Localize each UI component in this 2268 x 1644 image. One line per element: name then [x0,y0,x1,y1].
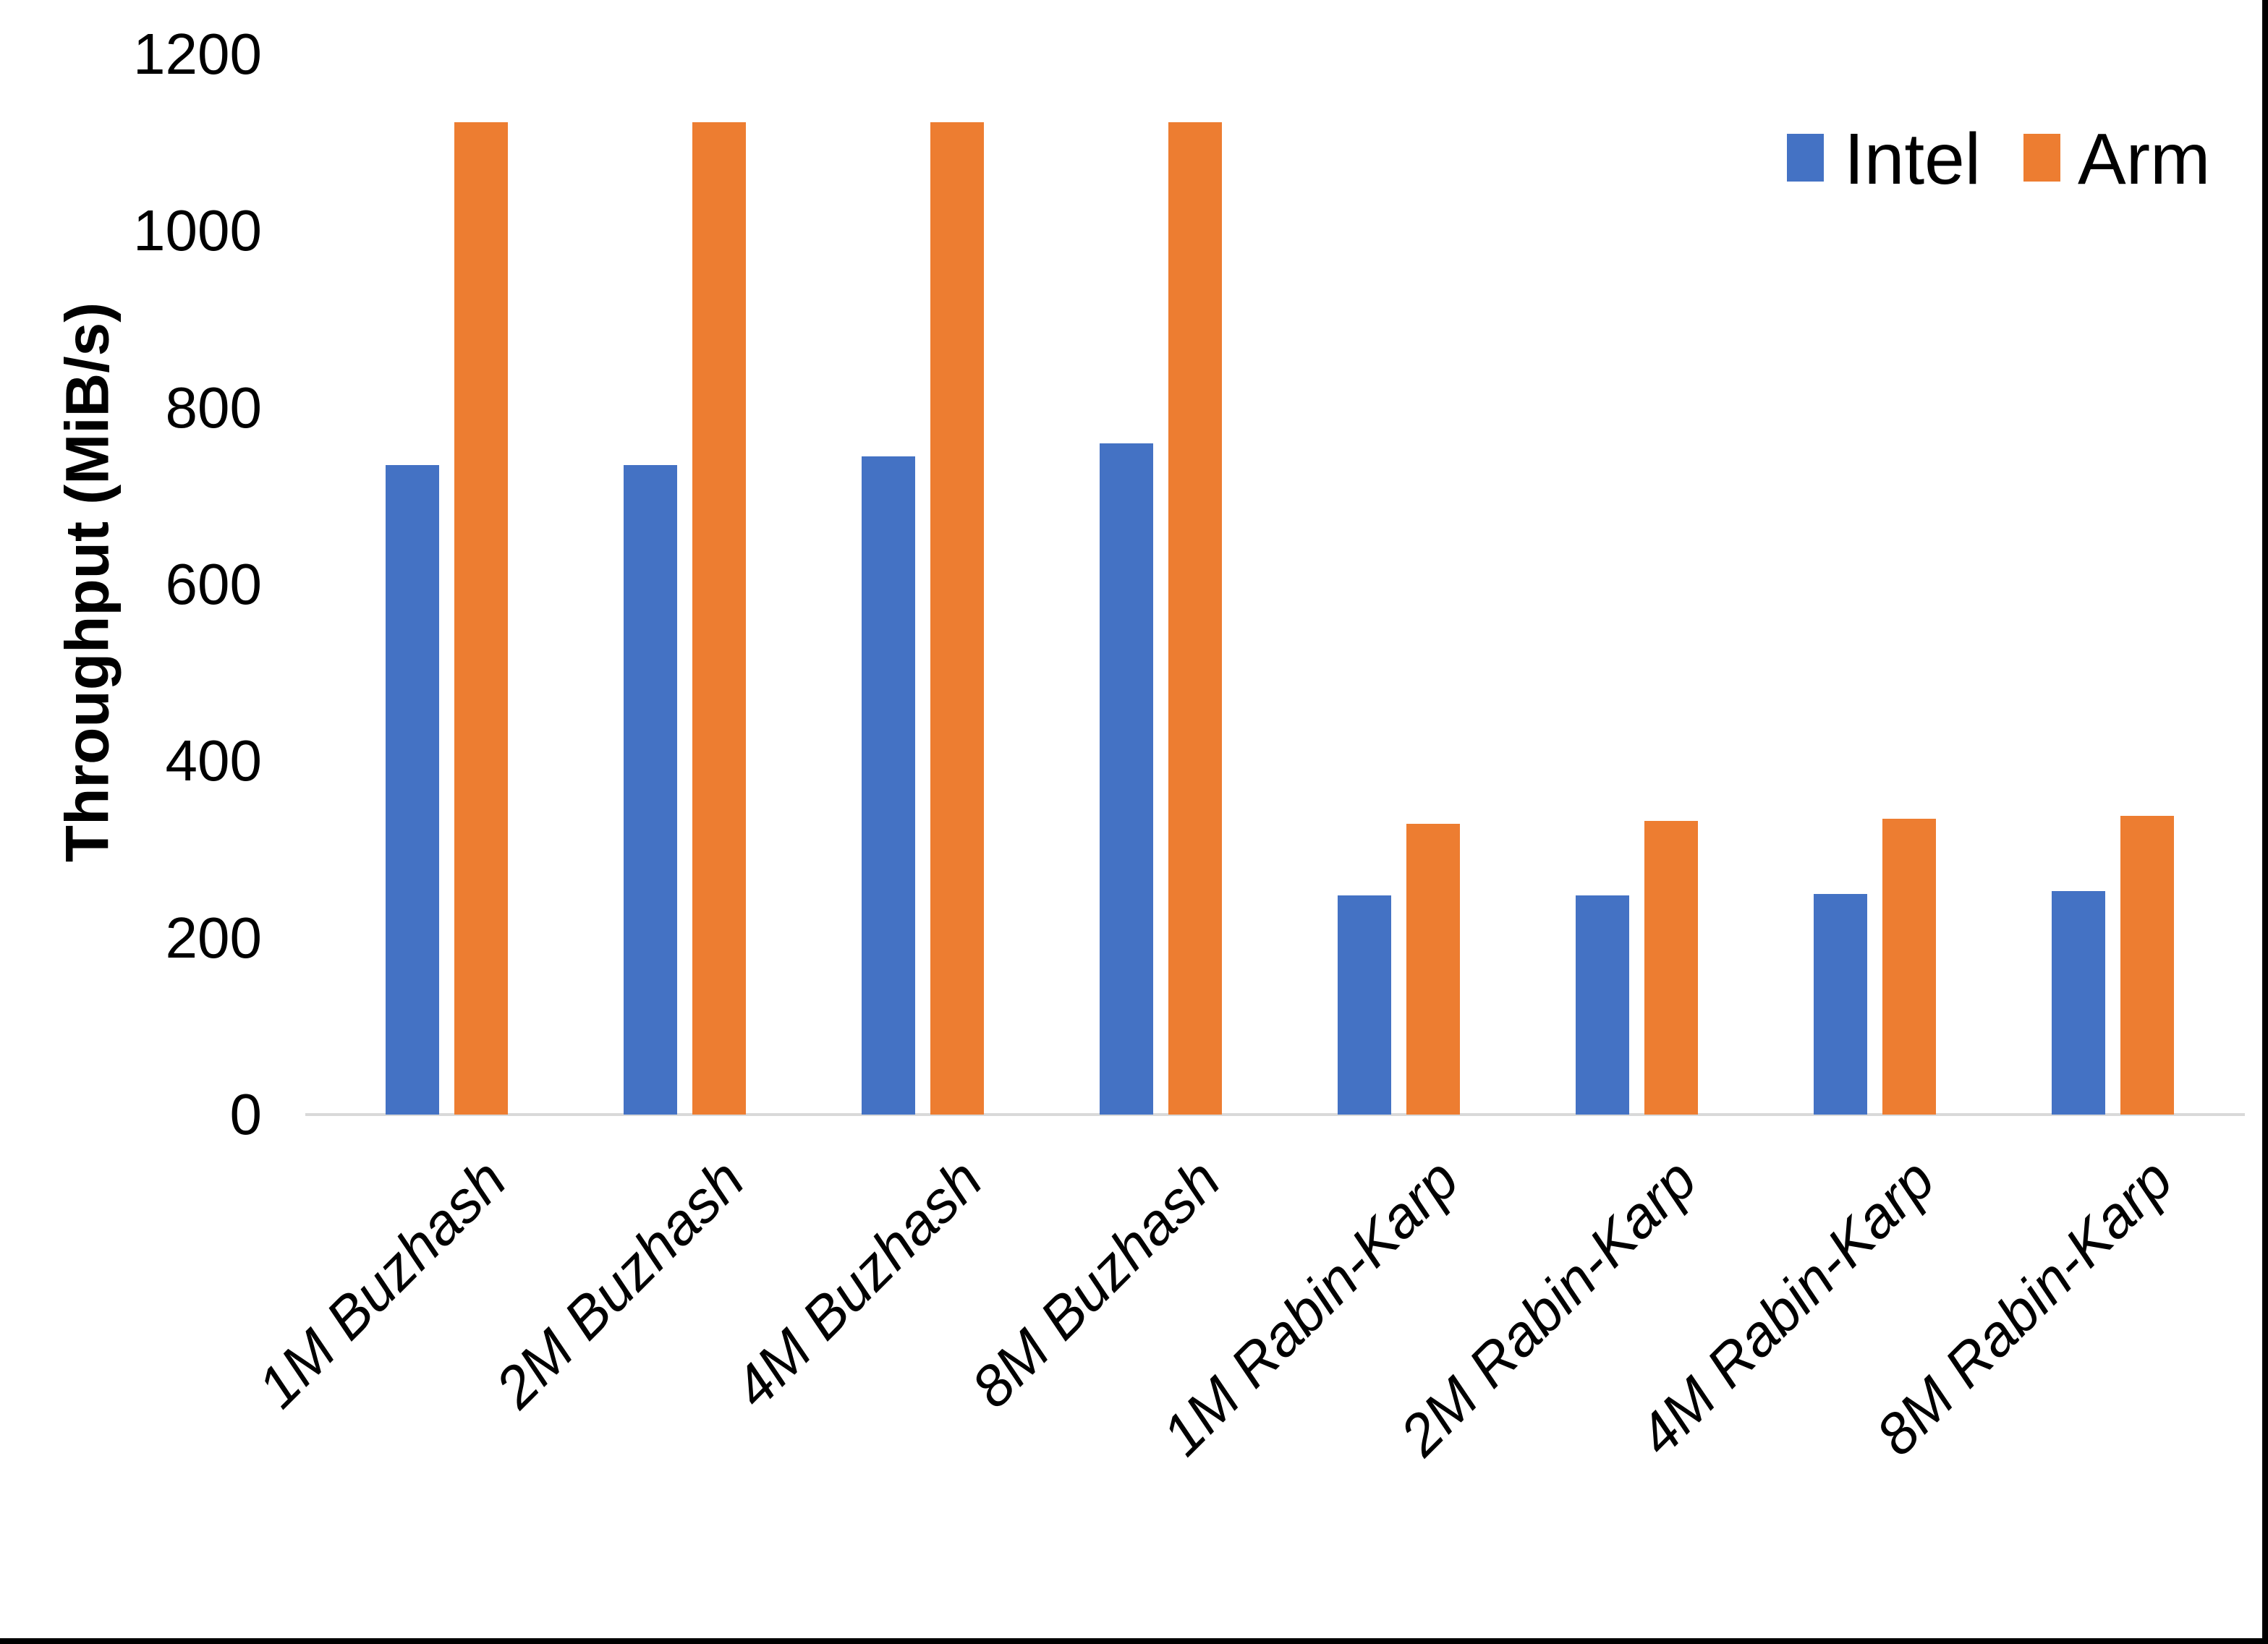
y-tick-label: 0 [229,1082,263,1146]
bar-intel-8m-buzhash [1100,443,1153,1115]
bar-intel-1m-buzhash [386,465,439,1115]
y-tick-label: 600 [165,552,262,616]
bar-intel-2m-buzhash [624,465,677,1115]
y-tick-label: 1200 [133,22,262,86]
bar-intel-1m-rabin-karp [1338,895,1391,1115]
x-category-label: 4M Buzhash [721,1146,995,1421]
y-tick-label: 1000 [133,198,262,263]
x-axis-line [305,1113,2245,1116]
slide-right-border [2262,0,2268,1644]
slide-bottom-border [0,1638,2268,1644]
y-tick-label: 400 [165,728,262,793]
bar-arm-2m-buzhash [692,122,746,1115]
bar-arm-8m-buzhash [1168,122,1222,1115]
bar-arm-2m-rabin-karp [1644,821,1698,1115]
bar-intel-2m-rabin-karp [1576,895,1629,1115]
bar-intel-8m-rabin-karp [2052,891,2105,1115]
x-category-label: 2M Buzhash [483,1146,757,1421]
legend-swatch-arm [2023,134,2060,182]
bar-arm-4m-buzhash [930,122,984,1115]
legend-label-arm: Arm [2078,119,2211,200]
bar-arm-4m-rabin-karp [1882,819,1936,1115]
bar-intel-4m-rabin-karp [1814,894,1867,1115]
y-tick-label: 200 [165,905,262,970]
bar-arm-1m-rabin-karp [1406,824,1460,1115]
legend-swatch-intel [1787,134,1824,182]
bar-arm-8m-rabin-karp [2120,816,2174,1115]
legend-label-intel: Intel [1844,119,1982,200]
y-tick-label: 800 [165,375,262,440]
bar-intel-4m-buzhash [862,456,915,1115]
x-category-label: 1M Buzhash [245,1146,519,1421]
bar-arm-1m-buzhash [454,122,508,1115]
